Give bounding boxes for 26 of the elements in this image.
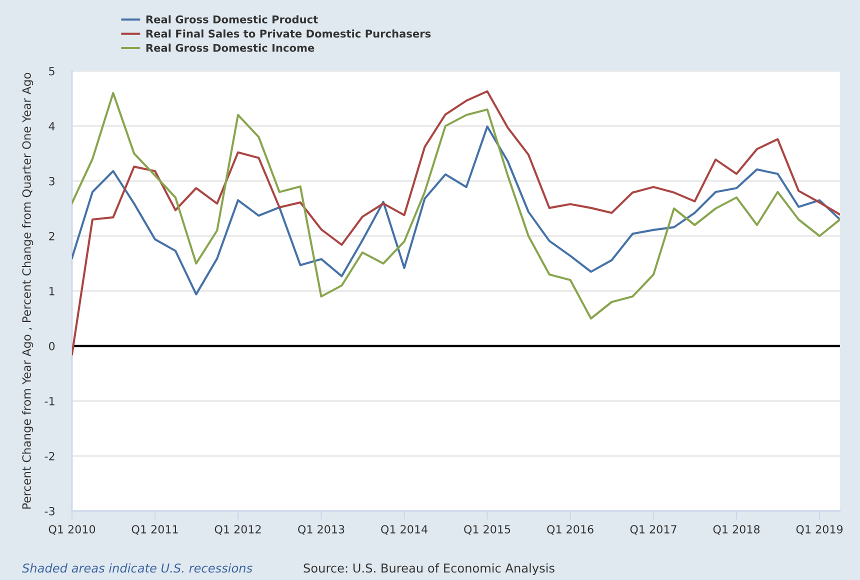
x-tick-label: Q1 2019 [796, 525, 843, 535]
y-tick-label: 0 [48, 342, 55, 350]
x-tick-label: Q1 2017 [630, 525, 676, 535]
x-tick-label: Q1 2011 [132, 525, 178, 535]
line-series [72, 126, 840, 296]
x-tick-label: Q1 2014 [381, 525, 428, 535]
x-tick-label: Q1 2016 [547, 525, 594, 535]
x-tick-label: Q1 2010 [48, 525, 96, 535]
y-tick-label: 2 [49, 232, 54, 240]
legend-label: Real Gross Domestic Income [146, 44, 314, 52]
text: Shaded areas indicate U.S. recessions [22, 563, 252, 573]
x-tick-label: Q1 2013 [298, 525, 344, 535]
x-tick-label: Q1 2018 [713, 525, 760, 535]
legend-label: Real Gross Domestic Product [146, 15, 318, 24]
y-axis-title: Percent Change from Year Ago , Percent Change from Quarter One Year Ago [22, 72, 34, 509]
y-tick-label: -2 [44, 452, 54, 460]
x-tick-label: Q1 2015 [464, 525, 510, 535]
y-tick-label: -3 [44, 506, 54, 516]
y-tick-label: 5 [49, 67, 54, 76]
x-tick-label: Q1 2012 [214, 525, 261, 535]
y-tick-label: 4 [48, 122, 55, 130]
legend-label: Real Final Sales to Private Domestic Purchasers [146, 29, 431, 38]
source-note: Source: U.S. Bureau of Economic Analysis [304, 563, 554, 575]
y-tick-label: -1 [44, 397, 54, 406]
y-tick-label: 3 [49, 176, 54, 186]
y-tick-label: 1 [49, 287, 54, 296]
